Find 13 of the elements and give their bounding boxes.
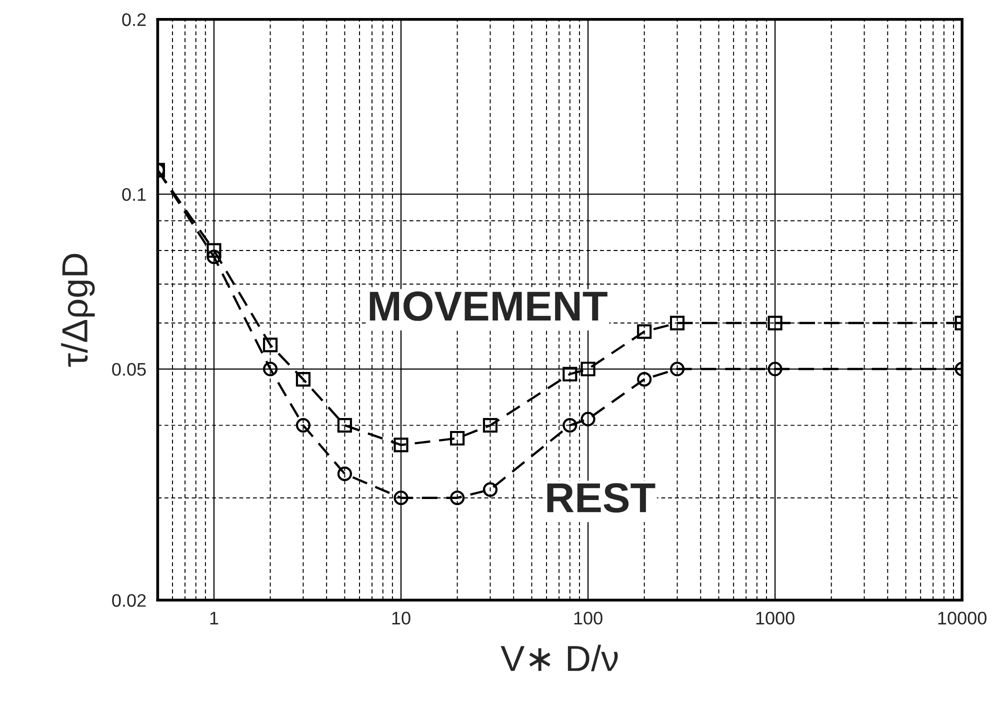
annotation: REST	[547, 483, 656, 513]
x-tick-label: 10	[392, 612, 410, 625]
y-axis-title: τ/ΔρgD	[61, 254, 95, 367]
x-tick-label: 100	[574, 612, 602, 625]
x-tick-label: 1000	[756, 612, 794, 625]
annotation: MOVEMENT	[370, 291, 608, 321]
x-tick-label: 10000	[938, 612, 986, 625]
x-axis-title: V∗ D/ν	[500, 644, 618, 672]
y-tick-label: 0.05	[112, 362, 146, 376]
y-tick-label: 0.1	[122, 188, 146, 201]
y-tick-label: 0.02	[112, 594, 146, 607]
x-tick-label: 1	[210, 612, 218, 624]
y-tick-label: 0.2	[122, 13, 146, 26]
